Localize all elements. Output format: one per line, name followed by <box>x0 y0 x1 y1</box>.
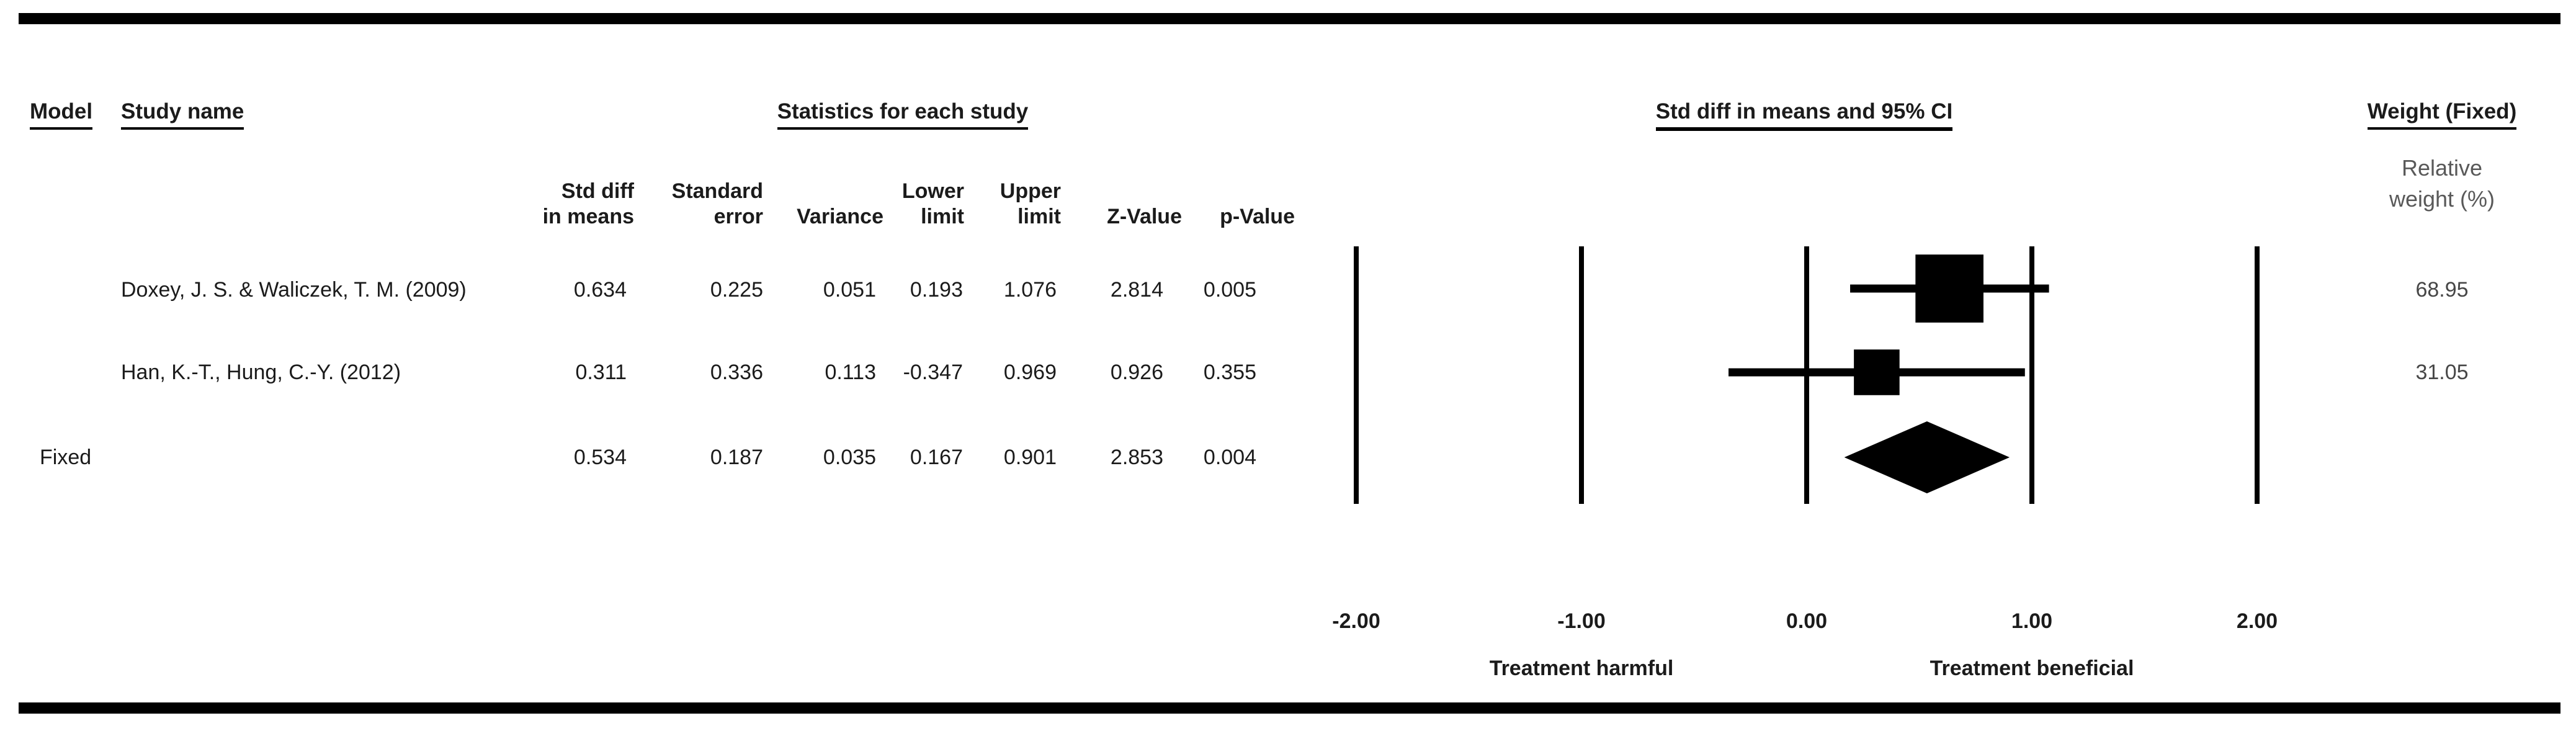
subheader-line2: error <box>713 205 763 228</box>
col-header-plot-label: Std diff in means and 95% CI <box>1655 99 1953 131</box>
col-header-weight-label: Weight (Fixed) <box>2367 99 2517 130</box>
relative-weight-value: 68.95 <box>2415 278 2469 302</box>
model-label: Fixed <box>40 446 92 469</box>
col-header-statistics: Statistics for each study <box>717 99 1089 132</box>
subheader-variance: Variance <box>722 176 883 230</box>
axis-tick-label: 2.00 <box>2237 609 2278 633</box>
standard-error-value: 0.187 <box>710 446 763 469</box>
table-row-han: Han, K.-T., Hung, C.-Y. (2012) 0.311 0.3… <box>0 358 2576 387</box>
top-rule <box>19 13 2560 24</box>
standard-error-value: 0.225 <box>710 278 763 302</box>
subheader-line1: Std diff <box>561 179 634 203</box>
std-diff-value: 0.634 <box>573 278 627 302</box>
study-name: Han, K.-T., Hung, C.-Y. (2012) <box>121 361 401 384</box>
subheader-z-value: Z-Value <box>1021 176 1182 230</box>
subheader-relative-weight: Relative weight (%) <box>2287 153 2576 215</box>
study-name: Doxey, J. S. & Waliczek, T. M. (2009) <box>121 278 467 302</box>
std-diff-value: 0.311 <box>575 361 627 384</box>
subheader-p-value: p-Value <box>1134 176 1295 230</box>
std-diff-value: 0.534 <box>573 446 627 469</box>
lower-limit-value: -0.347 <box>903 361 963 384</box>
p-value: 0.005 <box>1203 278 1256 302</box>
standard-error-value: 0.336 <box>710 361 763 384</box>
col-header-statistics-label: Statistics for each study <box>777 99 1029 130</box>
relative-weight-value: 31.05 <box>2415 361 2469 384</box>
col-header-study-name-label: Study name <box>121 99 244 130</box>
subheader-std-diff-in-means: Std diff in means <box>473 176 634 230</box>
subheader-line2: Z-Value <box>1107 205 1182 228</box>
variance-value: 0.113 <box>825 361 876 384</box>
variance-value: 0.051 <box>823 278 876 302</box>
col-header-plot: Std diff in means and 95% CI <box>1556 99 2052 132</box>
bottom-rule <box>19 702 2560 714</box>
z-value: 0.926 <box>1110 361 1163 384</box>
axis-tick-label: -2.00 <box>1332 609 1380 633</box>
effect-square <box>1915 254 1983 323</box>
col-header-model: Model <box>30 99 93 132</box>
subheader-line2: in means <box>542 205 634 228</box>
subheader-line1: Lower <box>901 179 964 203</box>
lower-limit-value: 0.167 <box>910 446 963 469</box>
upper-limit-value: 0.969 <box>1003 361 1057 384</box>
axis-tick-label: 0.00 <box>1786 609 1827 633</box>
col-header-weight: Weight (Fixed) <box>2287 99 2576 132</box>
subheader-line2: Variance <box>797 205 883 228</box>
treatment-beneficial-label: Treatment beneficial <box>1930 657 2134 680</box>
col-header-study-name: Study name <box>121 99 244 132</box>
upper-limit-value: 0.901 <box>1003 446 1057 469</box>
subheader-lower-limit: Lower limit <box>803 176 964 230</box>
p-value: 0.004 <box>1203 446 1256 469</box>
subheader-line2: limit <box>1017 205 1061 228</box>
effect-square <box>1854 349 1900 395</box>
z-value: 2.853 <box>1110 446 1163 469</box>
subheader-line1: Upper <box>1000 179 1061 203</box>
axis-tick-label: 1.00 <box>2011 609 2052 633</box>
subheader-upper-limit: Upper limit <box>900 176 1061 230</box>
upper-limit-value: 1.076 <box>1003 278 1057 302</box>
variance-value: 0.035 <box>823 446 876 469</box>
table-row-doxey: Doxey, J. S. & Waliczek, T. M. (2009) 0.… <box>0 276 2576 304</box>
subheader-line2: p-Value <box>1220 205 1295 228</box>
treatment-harmful-label: Treatment harmful <box>1490 657 1674 680</box>
lower-limit-value: 0.193 <box>910 278 963 302</box>
axis-tick-label: -1.00 <box>1557 609 1606 633</box>
p-value: 0.355 <box>1203 361 1256 384</box>
col-header-model-label: Model <box>30 99 93 130</box>
subheader-line1: Standard <box>671 179 763 203</box>
subheader-line2: limit <box>921 205 964 228</box>
subheader-standard-error: Standard error <box>602 176 763 230</box>
z-value: 2.814 <box>1110 278 1163 302</box>
subheader-line2: weight (%) <box>2389 186 2495 212</box>
summary-diamond <box>1844 421 2010 493</box>
forest-plot: -2.00 -1.00 0.00 1.00 2.00 Treatment harmful T… <box>1332 246 2278 680</box>
subheader-line1: Relative <box>2401 155 2483 181</box>
table-row-fixed: Fixed 0.534 0.187 0.035 0.167 0.901 2.85… <box>0 443 2576 472</box>
